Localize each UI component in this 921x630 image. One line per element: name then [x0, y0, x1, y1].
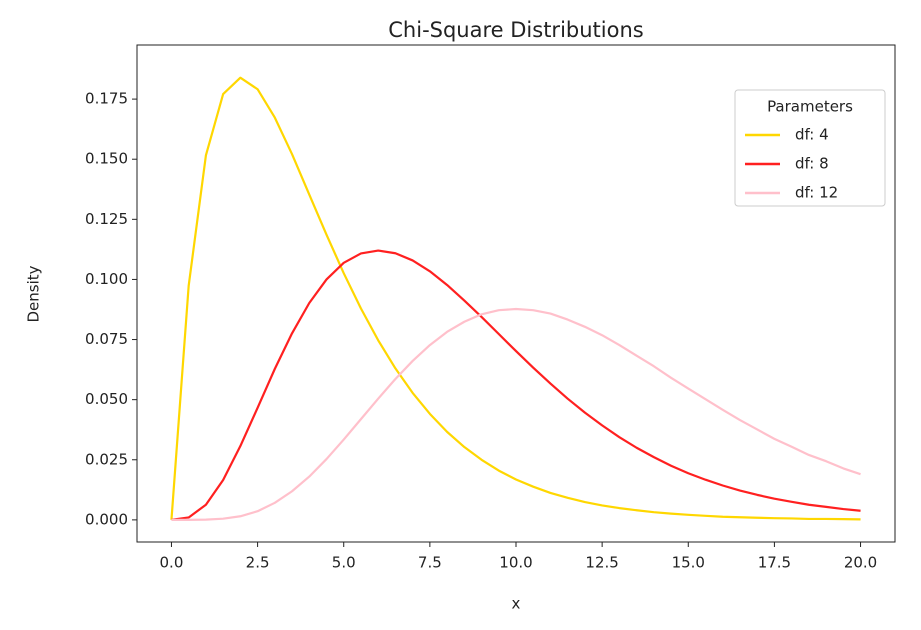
series-line: [171, 307, 861, 521]
x-tick-label: 0.0: [160, 554, 184, 572]
x-tick-label: 17.5: [758, 554, 791, 572]
y-tick-label: 0.075: [85, 330, 128, 348]
legend-title: Parameters: [767, 98, 853, 116]
legend-box: [734, 89, 886, 207]
series-line: [170, 76, 861, 521]
x-tick-label: 15.0: [672, 554, 705, 572]
y-tick-label: 0.125: [85, 210, 128, 228]
x-tick-label: 10.0: [499, 554, 532, 572]
legend-label: df: 4: [795, 126, 829, 144]
y-tick-label: 0.050: [85, 390, 128, 408]
legend-label: df: 12: [795, 184, 838, 202]
y-tick-label: 0.175: [85, 90, 128, 108]
x-tick-label: 7.5: [418, 554, 442, 572]
y-tick-label: 0.025: [85, 450, 128, 468]
y-tick-label: 0.000: [85, 510, 128, 528]
x-tick-label: 12.5: [585, 554, 618, 572]
x-axis-label: x: [512, 595, 521, 613]
y-tick-label: 0.150: [85, 150, 128, 168]
x-tick-label: 5.0: [332, 554, 356, 572]
y-tick-label: 0.100: [85, 270, 128, 288]
chart-title: Chi-Square Distributions: [388, 18, 643, 42]
plot-frame: [136, 44, 896, 543]
series-line: [171, 249, 861, 521]
legend-label: df: 8: [795, 155, 829, 173]
x-tick-label: 20.0: [844, 554, 877, 572]
y-axis-label: Density: [25, 265, 43, 322]
x-tick-label: 2.5: [246, 554, 270, 572]
